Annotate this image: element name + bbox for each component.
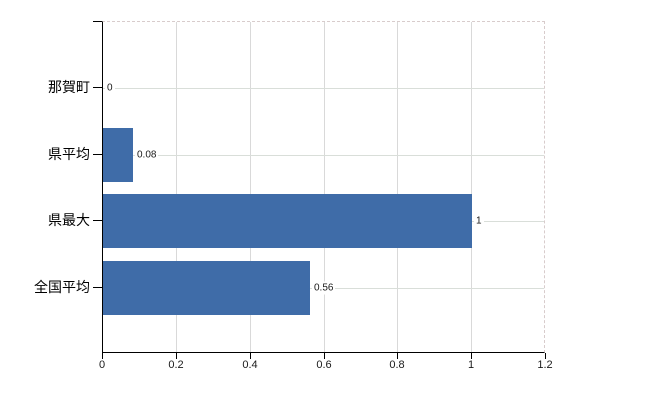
gridline-vertical: [471, 22, 473, 352]
y-axis-category-label: 県平均: [48, 146, 90, 162]
x-axis-tick: [324, 353, 325, 359]
bar-value-label: 1: [474, 214, 484, 228]
gridline-horizontal: [103, 88, 544, 89]
x-axis-tick: [250, 353, 251, 359]
bar-value-label: 0.56: [312, 281, 336, 295]
bar: [103, 128, 133, 182]
bar-value-label: 0.08: [135, 148, 159, 162]
gridline-vertical: [175, 22, 177, 352]
x-axis-tick: [397, 353, 398, 359]
gridline-vertical: [323, 22, 325, 352]
bar: [103, 194, 472, 248]
gridline-horizontal: [103, 155, 544, 156]
y-axis-tick: [93, 21, 102, 22]
x-axis-tick-label: 0.2: [168, 359, 184, 371]
x-axis-tick-label: 0.8: [389, 359, 405, 371]
y-axis-tick: [93, 220, 102, 221]
x-axis-tick-label: 1.2: [537, 359, 553, 371]
x-axis-tick-label: 0.6: [316, 359, 332, 371]
bar: [103, 261, 310, 315]
gridline-vertical: [397, 22, 399, 352]
bar-value-label: 0: [105, 81, 115, 95]
x-axis-tick: [545, 353, 546, 359]
y-axis-category-label: 那賀町: [48, 79, 90, 95]
x-axis-tick-label: 1: [467, 359, 475, 371]
x-axis-tick: [102, 353, 103, 359]
y-axis-category-label: 県最大: [48, 212, 90, 228]
x-axis-tick: [176, 353, 177, 359]
x-axis-tick: [471, 353, 472, 359]
y-axis-category-label: 全国平均: [34, 279, 90, 295]
gridline-vertical: [249, 22, 251, 352]
plot-area: 0 0.08 1 0.56: [102, 21, 545, 353]
x-axis-tick-label: 0.4: [242, 359, 258, 371]
y-axis-tick: [93, 154, 102, 155]
x-axis-tick-label: 0: [98, 359, 106, 371]
y-axis-tick: [93, 87, 102, 88]
y-axis-tick: [93, 287, 102, 288]
